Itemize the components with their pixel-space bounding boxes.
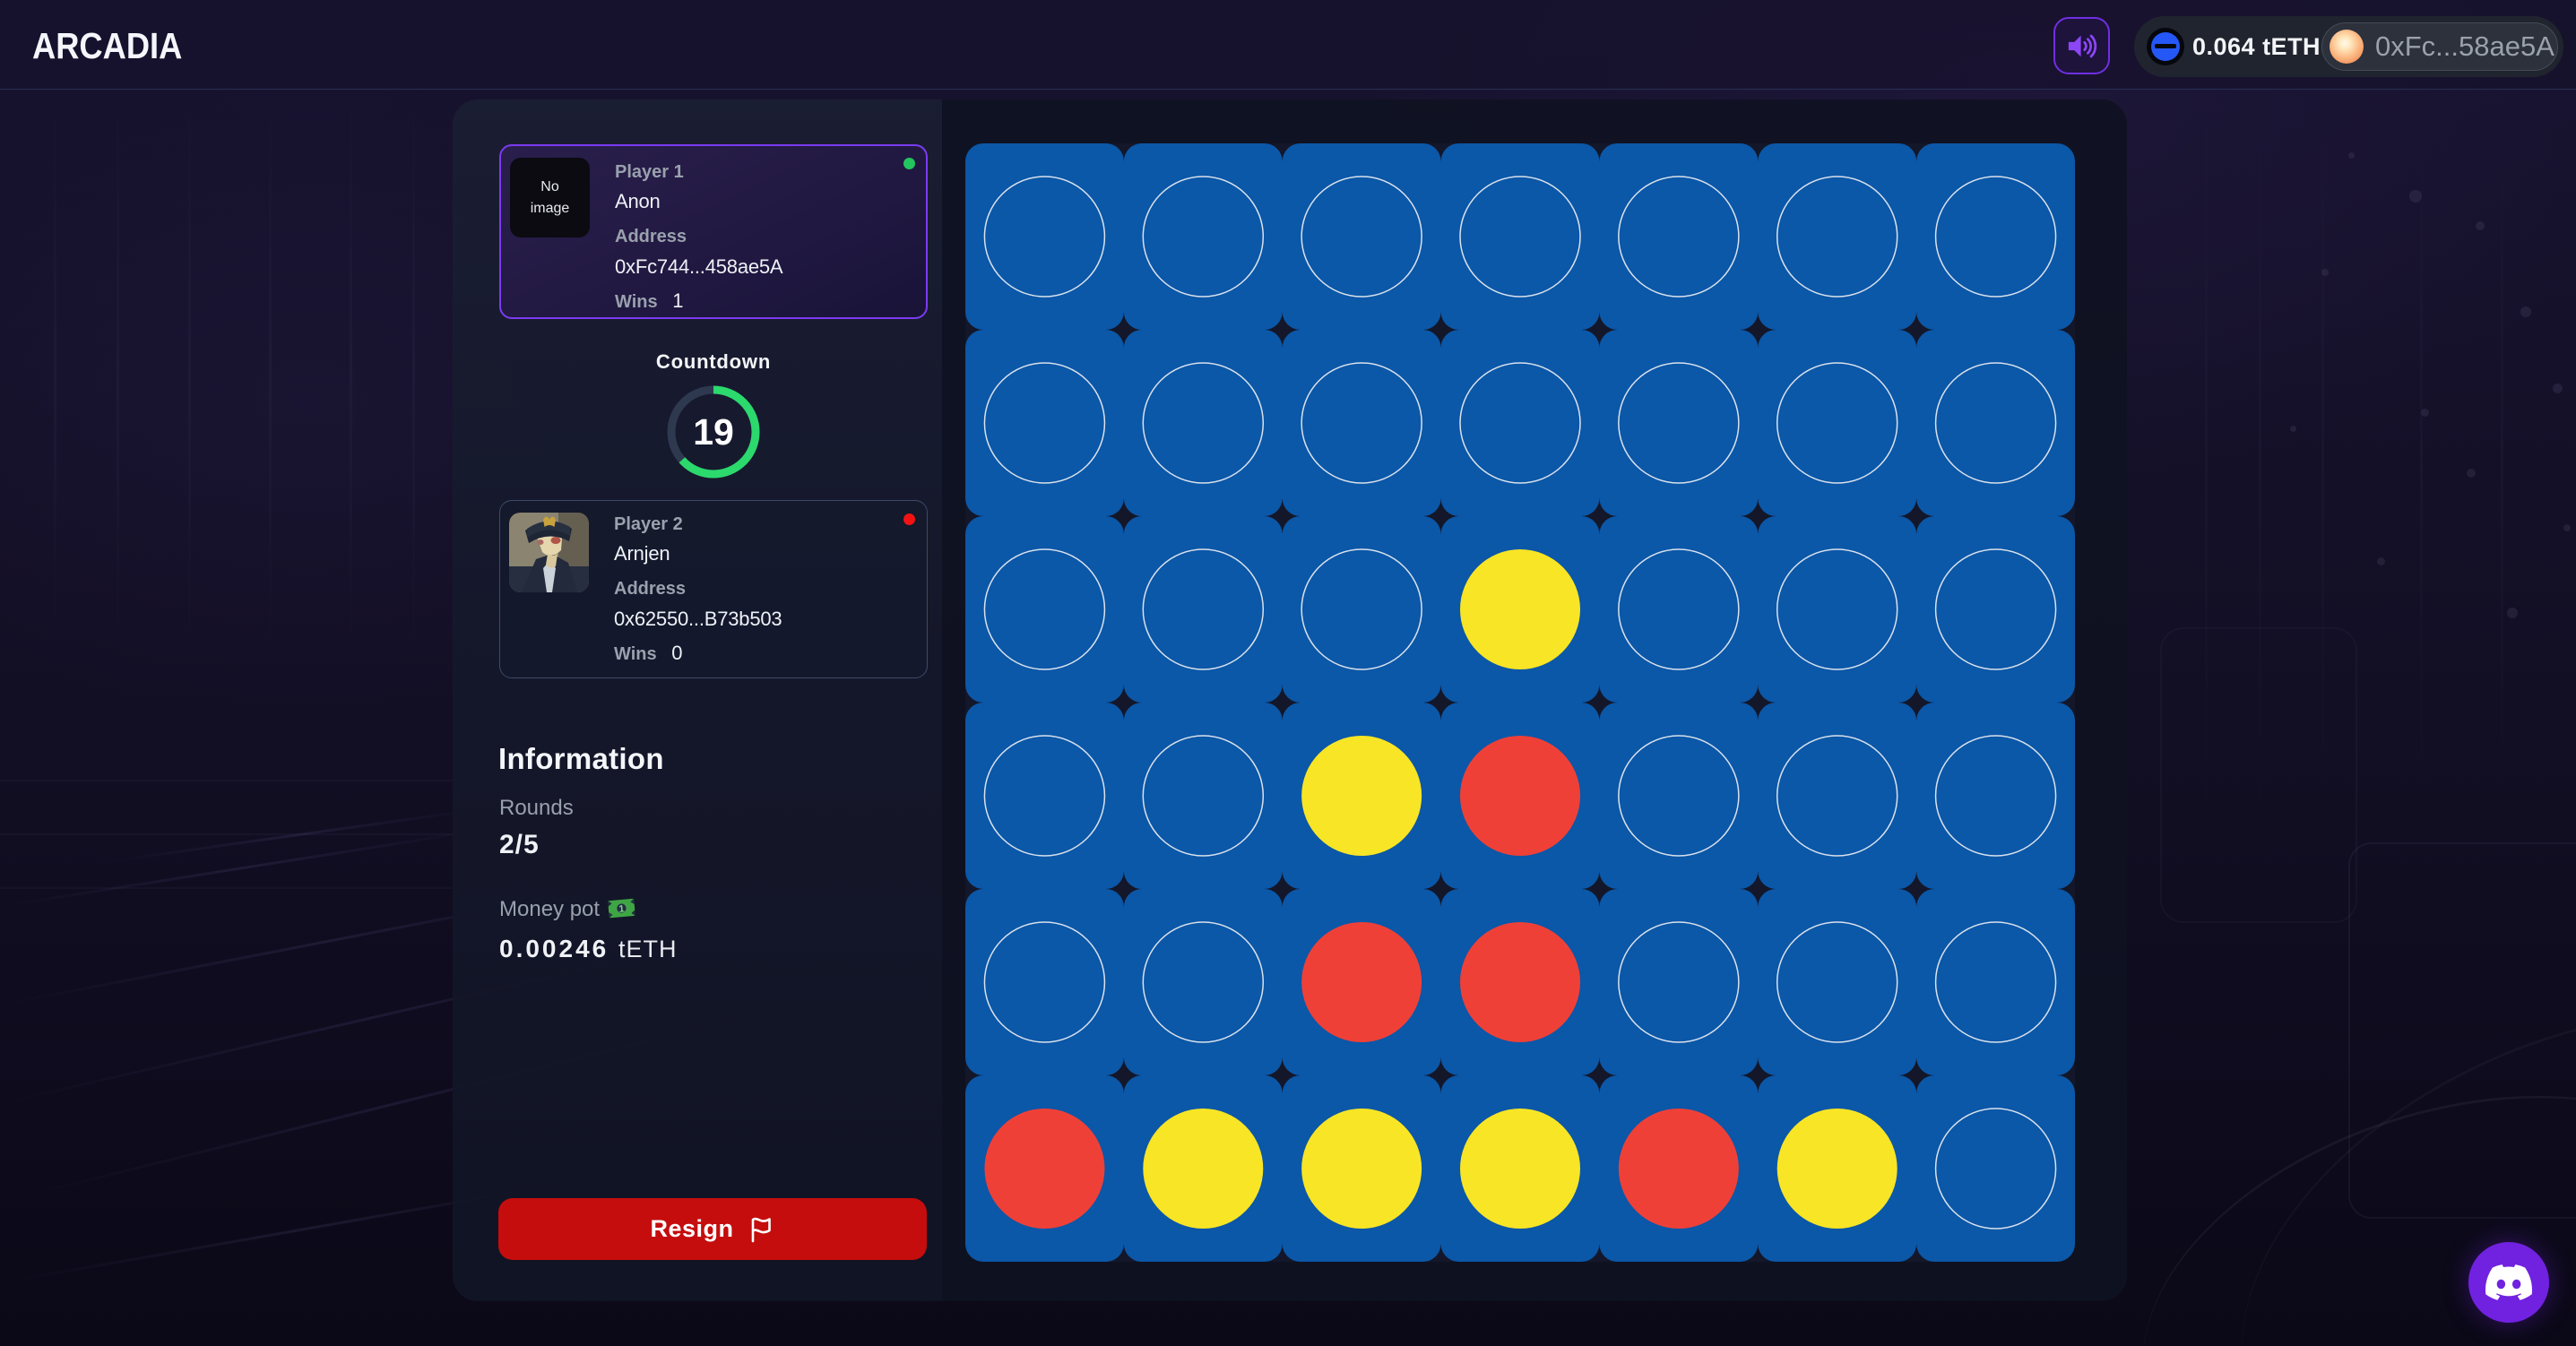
- svg-text:1: 1: [618, 903, 625, 914]
